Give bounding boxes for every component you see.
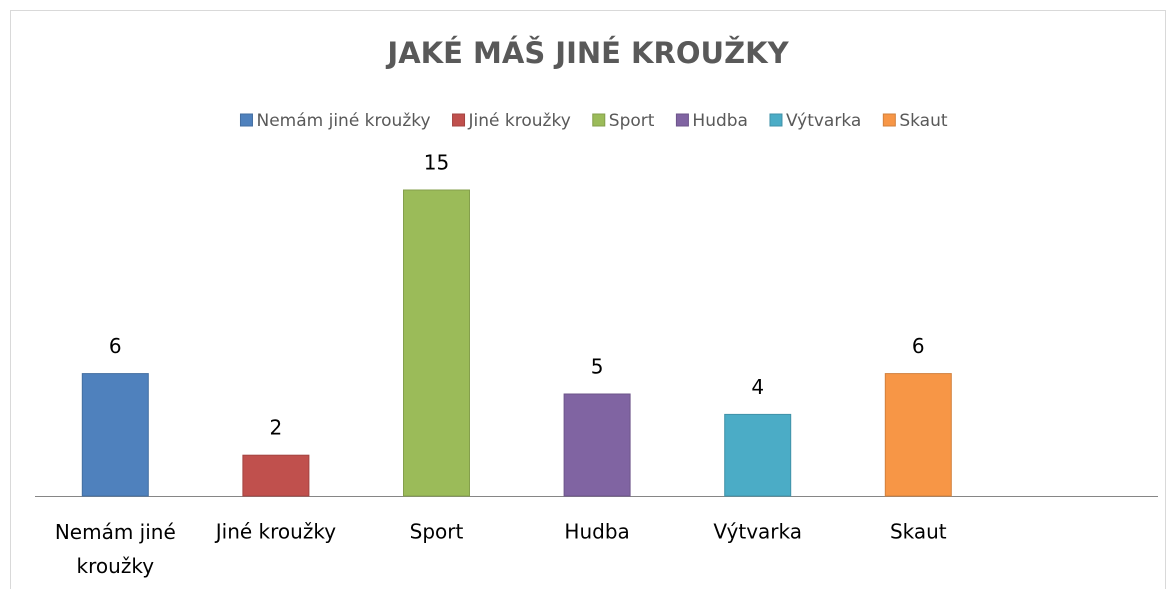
x-tick-label: Jiné kroužky: [214, 520, 336, 544]
data-label: 6: [912, 334, 925, 358]
legend-label: Sport: [609, 111, 655, 131]
legend: Nemám jiné kroužky Jiné kroužky Sport Hudba…: [239, 111, 948, 131]
x-tick-label-line: kroužky: [77, 554, 155, 578]
x-tick-label: Skaut: [890, 520, 947, 544]
bar: [724, 413, 792, 497]
legend-label: Hudba: [692, 111, 748, 131]
legend-label: Výtvarka: [786, 111, 861, 131]
legend-swatch: [882, 113, 896, 127]
legend-swatch: [675, 113, 689, 127]
data-label: 5: [591, 355, 604, 379]
chart-border: [10, 10, 1166, 589]
x-tick-label: Nemám jiné kroužky: [55, 520, 176, 578]
data-label: 6: [109, 334, 122, 358]
data-label: 2: [270, 416, 283, 440]
x-tick-label: Sport: [410, 520, 464, 544]
x-tick-label: Výtvarka: [713, 520, 802, 544]
legend-swatch: [452, 113, 466, 127]
legend-label: Jiné kroužky: [468, 111, 571, 131]
data-label: 4: [751, 375, 764, 399]
bar: [403, 189, 470, 497]
legend-swatch: [592, 113, 606, 127]
legend-swatch: [769, 113, 783, 127]
legend-label: Nemám jiné kroužky: [256, 111, 430, 131]
bar: [884, 373, 952, 497]
x-tick-label: Hudba: [564, 520, 629, 544]
legend-label: Skaut: [899, 111, 948, 131]
bar: [242, 454, 310, 497]
bar: [563, 393, 631, 497]
legend-swatch: [239, 113, 253, 127]
x-tick-label-line: Nemám jiné: [55, 520, 176, 544]
chart-title: JAKÉ MÁŠ JINÉ KROUŽKY: [385, 36, 789, 70]
bar: [81, 373, 149, 497]
data-label: 15: [424, 151, 449, 175]
